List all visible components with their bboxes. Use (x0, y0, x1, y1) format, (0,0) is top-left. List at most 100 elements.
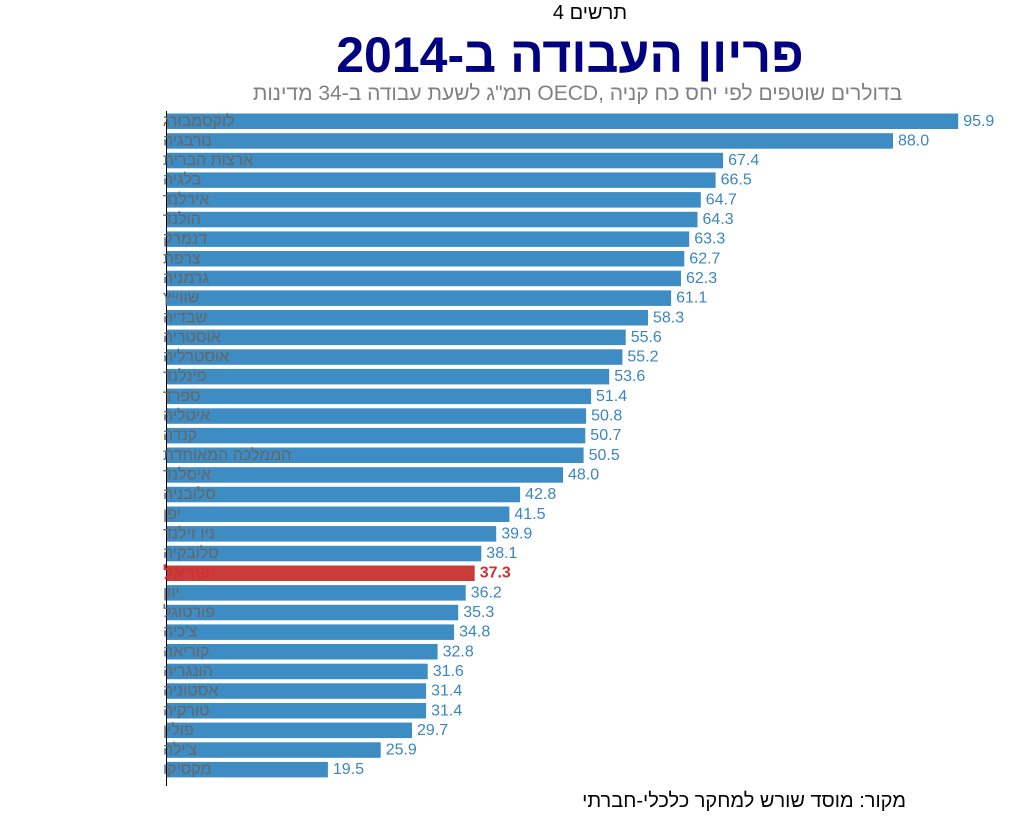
bar-16 (167, 427, 586, 444)
bar-23 (167, 565, 475, 581)
category-label: סלובניה (163, 485, 216, 503)
bar-5 (167, 211, 698, 228)
value-label: 64.3 (703, 211, 734, 228)
category-label: פורטוגל (163, 603, 215, 621)
value-label: 53.6 (614, 368, 645, 385)
chart-label: תרשים 4 (552, 2, 628, 24)
value-label: 62.7 (689, 250, 720, 267)
bar-8 (167, 270, 681, 287)
bar-11 (167, 329, 626, 346)
bar-19 (167, 486, 521, 503)
bar-0 (167, 113, 959, 129)
value-label: 31.4 (431, 702, 462, 719)
value-label: 51.4 (596, 388, 627, 405)
bar-32 (167, 742, 381, 758)
bar-13 (167, 368, 610, 385)
category-label: קוריאה (163, 643, 209, 660)
bar-22 (167, 545, 482, 562)
category-label: צרפת (163, 250, 201, 267)
value-label: 50.8 (591, 408, 622, 425)
bar-24 (167, 585, 466, 601)
bars-group: לוקסמבורג 95.9 נורבגיה 88.0 ארצות הברית 67.4 ב… (163, 112, 994, 778)
value-label: 35.3 (463, 604, 494, 621)
category-label: סלובקיה (163, 544, 219, 562)
category-label: אוסטריה (163, 329, 221, 346)
category-label: דנמרק (163, 231, 207, 248)
category-label: איסלנד (163, 465, 211, 483)
bar-18 (167, 467, 563, 483)
value-label: 31.4 (431, 683, 462, 700)
value-label: 31.6 (433, 663, 464, 680)
value-label: 39.9 (501, 525, 532, 542)
chart-title: פריון העבודה ב-2014 (336, 27, 804, 83)
value-label: 66.5 (721, 172, 752, 189)
bar-21 (167, 526, 497, 542)
category-label: מקסיקו (163, 761, 212, 778)
value-label: 42.8 (525, 486, 556, 503)
category-label: צ'כיה (163, 624, 197, 641)
value-label: 95.9 (963, 113, 994, 130)
category-label: ספרד (163, 388, 201, 405)
bar-17 (167, 447, 584, 463)
bar-20 (167, 506, 510, 522)
category-label: טורקיה (163, 702, 210, 719)
value-label: 48.0 (568, 466, 599, 483)
category-label: נורבגיה (163, 132, 212, 149)
value-label: 19.5 (333, 761, 364, 778)
bar-7 (167, 251, 685, 267)
category-label: שבדיה (163, 309, 207, 326)
category-label: ארצות הברית (163, 152, 253, 169)
bar-9 (167, 290, 672, 306)
category-label: יפן (163, 506, 181, 523)
category-label: שווייץ (163, 290, 199, 307)
bar-33 (167, 761, 328, 778)
bar-2 (167, 152, 724, 169)
value-label: 37.3 (480, 565, 511, 582)
value-label: 55.6 (631, 329, 662, 346)
category-label: הולנד (163, 210, 201, 228)
value-label: 62.3 (686, 270, 717, 287)
bar-14 (167, 388, 592, 405)
bar-6 (167, 231, 690, 247)
category-label: אירלנד (163, 190, 209, 208)
chart-subtitle: תמ"ג לשעת עבודה ב-34 מדינות OECD, בדולרי… (252, 82, 903, 105)
value-label: 61.1 (676, 290, 707, 307)
category-label: צ'ילה (163, 741, 198, 759)
category-label: הממלכה המאוחדת (163, 446, 291, 464)
bar-27 (167, 644, 438, 660)
bar-3 (167, 172, 716, 188)
category-label: הונגריה (163, 663, 213, 680)
value-label: 58.3 (653, 309, 684, 326)
value-label: 50.5 (589, 447, 620, 464)
category-label: יוון (163, 584, 180, 601)
value-label: 34.8 (459, 624, 490, 641)
category-label: ישראל (163, 563, 216, 583)
value-label: 67.4 (728, 152, 759, 169)
category-label: פינלנד (163, 367, 206, 385)
category-label: ניו זילנד (163, 524, 215, 542)
bar-30 (167, 703, 427, 719)
category-label: קנדה (163, 427, 197, 444)
value-label: 88.0 (898, 132, 929, 149)
value-label: 32.8 (443, 643, 474, 660)
bar-12 (167, 349, 623, 365)
bar-28 (167, 663, 428, 680)
category-label: אסטוניה (163, 683, 218, 700)
category-label: פולין (163, 721, 194, 739)
category-label: אוסטרליה (163, 348, 229, 366)
value-label: 64.7 (706, 191, 737, 208)
bar-1 (167, 133, 893, 149)
category-label: בלגיה (163, 171, 202, 189)
bar-29 (167, 683, 427, 699)
bar-26 (167, 624, 455, 640)
value-label: 36.2 (471, 584, 502, 601)
bar-25 (167, 604, 459, 621)
bar-10 (167, 310, 648, 326)
bar-4 (167, 192, 701, 208)
value-label: 50.7 (590, 427, 621, 444)
value-label: 41.5 (514, 506, 545, 523)
category-label: איטליה (163, 407, 210, 425)
bar-15 (167, 408, 587, 424)
value-label: 25.9 (386, 742, 417, 759)
